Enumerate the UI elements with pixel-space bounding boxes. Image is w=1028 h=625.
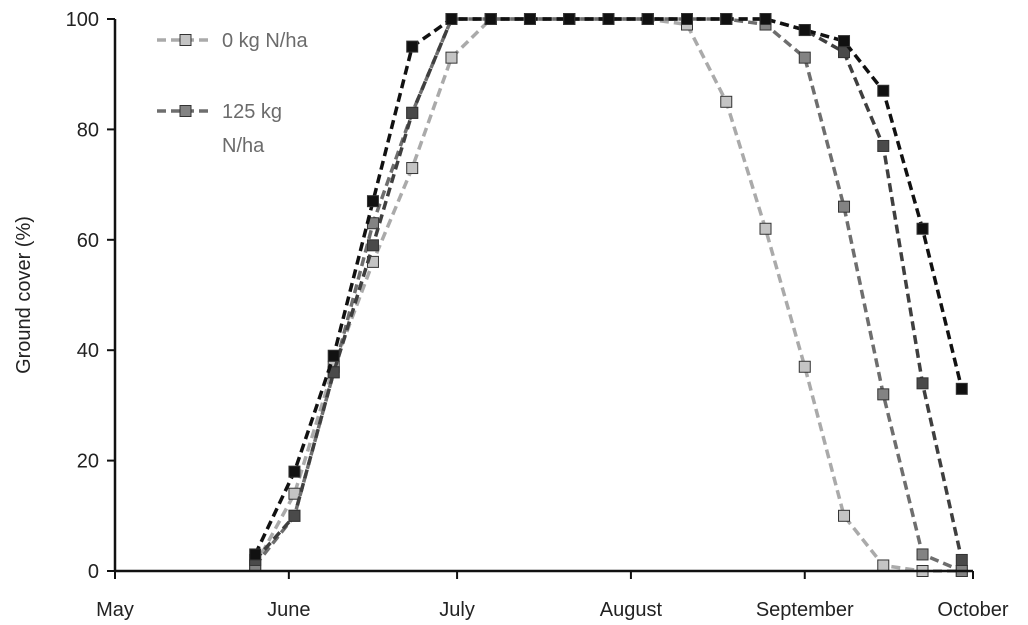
data-point <box>445 13 458 25</box>
data-point <box>681 13 693 25</box>
data-point <box>955 553 968 566</box>
data-point <box>759 13 772 25</box>
data-point <box>366 195 379 208</box>
data-point <box>720 95 733 108</box>
legend-label: 0 kg N/ha <box>222 30 308 52</box>
data-point <box>759 222 772 235</box>
legend-entry: 0 kg N/ha <box>157 30 308 52</box>
y-axis-title: Ground cover (%) <box>13 216 35 374</box>
data-point <box>366 239 379 252</box>
data-point <box>838 509 851 522</box>
data-point <box>641 13 654 25</box>
x-ticks: May June July August September October <box>96 571 1009 621</box>
legend-label: 125 kg <box>222 101 282 123</box>
x-tick-label: August <box>600 599 663 621</box>
data-point <box>877 139 890 152</box>
legend-entry: 125 kg N/ha <box>157 101 282 157</box>
data-point <box>877 388 890 401</box>
data-point <box>955 382 968 395</box>
y-tick-label: 0 <box>88 561 99 583</box>
y-ticks: 0 20 40 60 80 100 <box>66 9 115 583</box>
data-point <box>484 13 497 25</box>
data-point <box>288 509 301 522</box>
data-point <box>916 377 929 390</box>
series-layer <box>249 13 968 577</box>
x-tick-label: June <box>267 599 310 621</box>
data-point <box>798 360 811 373</box>
data-point <box>406 106 419 119</box>
data-point <box>563 13 576 25</box>
data-point <box>877 84 890 97</box>
legend-swatch-marker <box>179 105 192 117</box>
data-point <box>798 51 811 64</box>
legend-swatch-marker <box>179 34 192 46</box>
data-point <box>916 222 929 235</box>
x-tick-label: May <box>96 599 134 621</box>
series-4 <box>249 13 968 561</box>
data-point <box>249 548 262 561</box>
data-point <box>288 465 301 478</box>
x-tick-label: October <box>937 599 1008 621</box>
y-tick-label: 60 <box>77 230 99 252</box>
data-point <box>877 559 890 572</box>
y-tick-label: 40 <box>77 340 99 362</box>
series-line <box>253 17 963 573</box>
data-point <box>838 35 851 48</box>
y-tick-label: 80 <box>77 119 99 141</box>
data-point <box>327 349 340 362</box>
x-tick-label: July <box>439 599 475 621</box>
data-point <box>602 13 615 25</box>
x-tick-label: September <box>756 599 854 621</box>
data-point <box>406 40 419 53</box>
legend: 0 kg N/ha 125 kg N/ha <box>157 30 308 157</box>
y-tick-label: 100 <box>66 9 99 31</box>
y-tick-label: 20 <box>77 451 99 473</box>
series-line <box>253 17 962 573</box>
data-point <box>838 200 851 213</box>
data-point <box>445 51 458 64</box>
data-point <box>798 24 811 37</box>
data-point <box>916 548 929 561</box>
axes: 0 20 40 60 80 100 May June July August September O… <box>13 9 1009 621</box>
data-point <box>406 162 419 175</box>
legend-label: N/ha <box>222 135 265 157</box>
data-point <box>523 13 536 25</box>
data-point <box>720 13 733 25</box>
